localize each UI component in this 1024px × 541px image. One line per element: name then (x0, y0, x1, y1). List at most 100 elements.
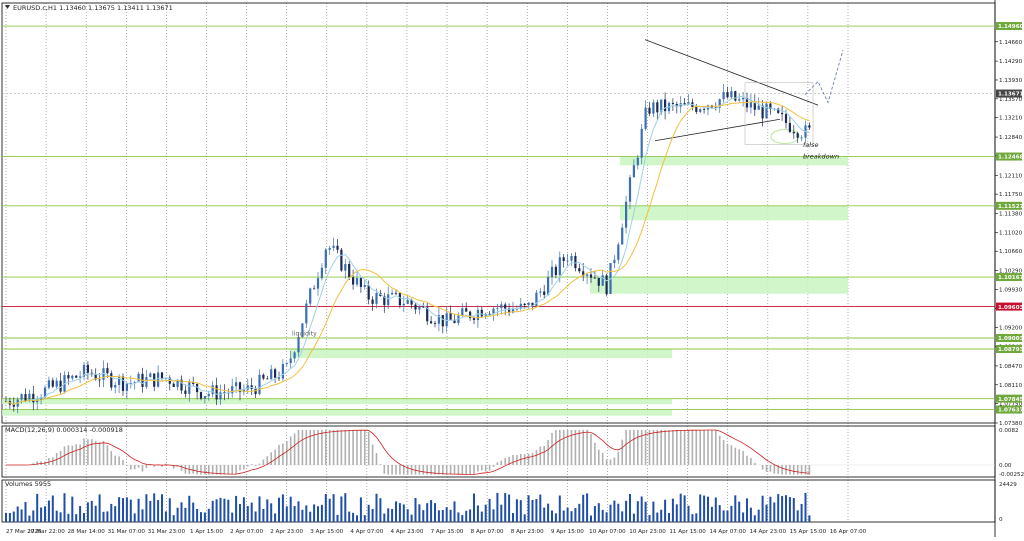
volume-bar (266, 499, 268, 522)
macd-histogram-bar (598, 450, 600, 465)
macd-histogram-bar (575, 430, 577, 465)
macd-histogram-bar (309, 430, 311, 465)
volume-bar (344, 493, 346, 522)
volume-bar (138, 499, 140, 522)
volume-bar (17, 507, 19, 522)
macd-histogram-bar (333, 430, 335, 465)
volume-bar (184, 508, 186, 522)
candle-body (344, 264, 346, 271)
macd-histogram-bar (442, 465, 444, 475)
volume-bar (656, 513, 658, 522)
volume-bar (426, 503, 428, 522)
volume-bar (691, 514, 693, 522)
macd-histogram-bar (668, 430, 670, 465)
volume-bar (274, 513, 276, 522)
volume-bar (504, 493, 506, 522)
candle-body (219, 392, 221, 399)
macd-histogram-bar (688, 430, 690, 465)
price-tag-label: 1.12468 (998, 155, 1024, 161)
macd-histogram-bar (477, 465, 479, 472)
macd-histogram-bar (536, 450, 538, 465)
volume-bar (71, 497, 73, 522)
volume-bar (801, 504, 803, 522)
price-tag-label: 1.09603 (998, 305, 1024, 311)
volume-bar (103, 512, 105, 522)
candle-body (730, 91, 732, 97)
volume-bar (165, 511, 167, 522)
macd-histogram-bar (754, 463, 756, 465)
macd-histogram-bar (204, 465, 206, 475)
volume-bar (56, 511, 58, 522)
candle-body (399, 293, 401, 305)
volume-bar (543, 508, 545, 522)
candle-body (282, 364, 284, 378)
volume-bar (352, 513, 354, 522)
y-tick-label: 1.13210 (999, 116, 1023, 122)
volume-bar (67, 514, 69, 522)
volume-bar (535, 499, 537, 522)
macd-histogram-bar (255, 465, 257, 466)
macd-histogram-bar (352, 430, 354, 465)
macd-histogram-bar (715, 430, 717, 465)
x-tick-label: 2 Apr 07:00 (230, 529, 263, 535)
candle-body (684, 103, 686, 104)
volume-bar (664, 500, 666, 522)
macd-histogram-bar (594, 443, 596, 465)
macd-histogram-bar (762, 465, 764, 470)
volume-bar (399, 503, 401, 522)
volume-bar (364, 515, 366, 522)
macd-histogram-bar (384, 465, 386, 474)
candle-body (606, 275, 608, 294)
volume-bar (75, 514, 77, 522)
macd-histogram-bar (458, 465, 460, 475)
macd-y-tick-label: -0.002526 (999, 472, 1024, 478)
volume-bar (719, 505, 721, 522)
candle-body (270, 369, 272, 379)
volume-bar (797, 510, 799, 522)
macd-histogram-bar (146, 465, 148, 468)
volume-bar (672, 499, 674, 522)
volume-bar (149, 501, 151, 522)
macd-histogram-bar (657, 430, 659, 465)
candle-body (617, 244, 619, 259)
macd-histogram-bar (368, 432, 370, 465)
volume-bar (641, 497, 643, 522)
y-tick-label: 1.08470 (999, 364, 1023, 370)
y-tick-label: 1.09200 (999, 326, 1023, 332)
candle-body (656, 102, 658, 112)
volume-bar (48, 501, 50, 522)
x-tick-label: 10 Apr 07:00 (589, 529, 626, 535)
volume-bar (321, 505, 323, 522)
volume-bar (496, 493, 498, 522)
volume-bar (489, 499, 491, 522)
volume-bar (610, 505, 612, 522)
volume-bar (473, 494, 475, 522)
macd-histogram-bar (95, 441, 97, 465)
volume-bar (282, 494, 284, 522)
macd-histogram-bar (270, 452, 272, 465)
volume-bar (157, 500, 159, 522)
x-tick-label: 10 Apr 23:00 (629, 529, 666, 535)
volume-bar (805, 493, 807, 522)
macd-histogram-bar (114, 456, 116, 465)
volume-bar (645, 502, 647, 522)
candle-body (262, 375, 264, 379)
candle-body (407, 300, 409, 304)
x-tick-label: 9 Apr 15:00 (551, 529, 584, 535)
macd-histogram-bar (83, 439, 85, 465)
volume-bar (387, 508, 389, 522)
volume-bar (555, 513, 557, 522)
macd-histogram-bar (423, 465, 425, 475)
macd-histogram-bar (372, 445, 374, 465)
macd-histogram-bar (676, 430, 678, 465)
volume-bar (512, 513, 514, 522)
volume-bar (508, 495, 510, 522)
candle-body (48, 380, 50, 387)
candle-body (524, 304, 526, 305)
macd-histogram-bar (501, 461, 503, 465)
volume-bar (766, 505, 768, 522)
y-tick-label: 1.13930 (999, 78, 1023, 84)
